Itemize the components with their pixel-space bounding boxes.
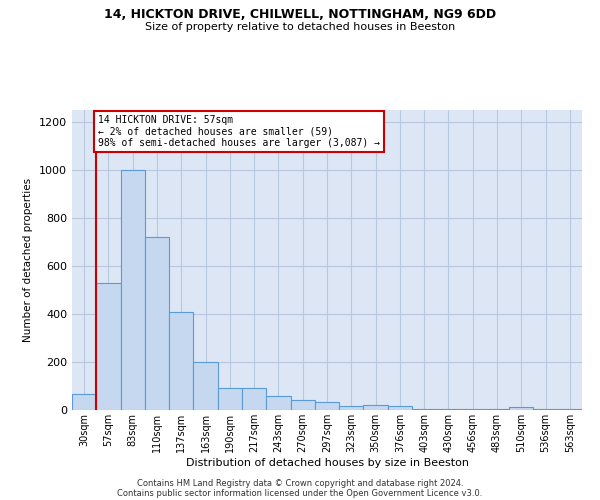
Bar xyxy=(169,312,193,410)
Bar xyxy=(193,362,218,410)
Y-axis label: Number of detached properties: Number of detached properties xyxy=(23,178,34,342)
Bar xyxy=(485,409,509,410)
Text: 14 HICKTON DRIVE: 57sqm
← 2% of detached houses are smaller (59)
98% of semi-det: 14 HICKTON DRIVE: 57sqm ← 2% of detached… xyxy=(98,115,380,148)
Bar xyxy=(364,405,388,410)
Bar xyxy=(339,406,364,410)
Bar xyxy=(145,237,169,410)
Bar xyxy=(388,406,412,410)
Bar xyxy=(96,283,121,410)
Bar xyxy=(218,388,242,410)
Bar xyxy=(242,388,266,410)
Bar xyxy=(509,407,533,410)
X-axis label: Distribution of detached houses by size in Beeston: Distribution of detached houses by size … xyxy=(185,458,469,468)
Bar xyxy=(72,394,96,410)
Text: Contains HM Land Registry data © Crown copyright and database right 2024.: Contains HM Land Registry data © Crown c… xyxy=(137,478,463,488)
Bar xyxy=(461,409,485,410)
Bar xyxy=(121,170,145,410)
Bar xyxy=(412,409,436,410)
Text: Contains public sector information licensed under the Open Government Licence v3: Contains public sector information licen… xyxy=(118,488,482,498)
Bar xyxy=(315,402,339,410)
Bar xyxy=(558,409,582,410)
Bar xyxy=(290,400,315,410)
Text: Size of property relative to detached houses in Beeston: Size of property relative to detached ho… xyxy=(145,22,455,32)
Bar xyxy=(266,396,290,410)
Text: 14, HICKTON DRIVE, CHILWELL, NOTTINGHAM, NG9 6DD: 14, HICKTON DRIVE, CHILWELL, NOTTINGHAM,… xyxy=(104,8,496,20)
Bar xyxy=(436,409,461,410)
Bar xyxy=(533,409,558,410)
